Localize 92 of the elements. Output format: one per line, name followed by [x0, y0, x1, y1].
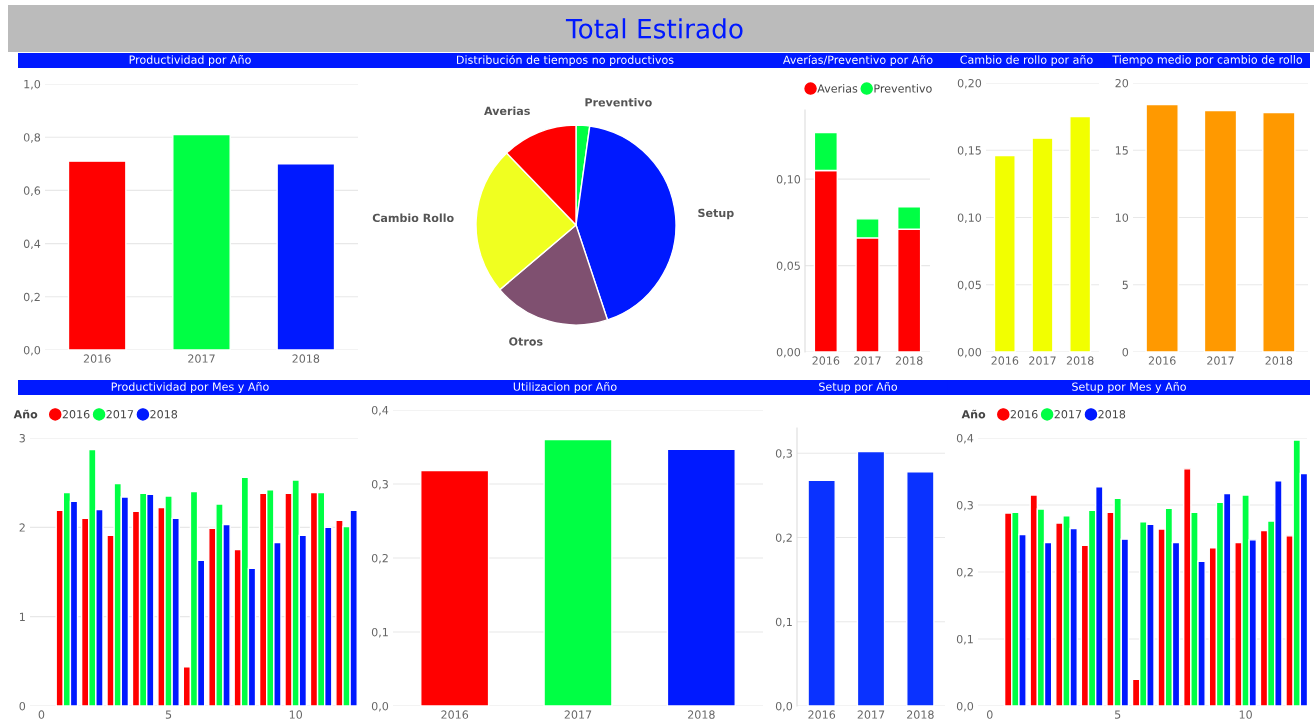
x-tick-label: 2016 — [991, 356, 1019, 365]
x-tick-label: 10 — [1239, 710, 1252, 719]
y-tick-label: 0,00 — [776, 347, 801, 358]
y-tick-label: 0,0 — [956, 701, 974, 712]
y-tick-label: 0,8 — [23, 133, 41, 143]
x-tick-label: 2018 — [688, 710, 715, 719]
chart-title: Utilizacion por Año — [513, 382, 617, 393]
chart-title: Tiempo medio por cambio de rollo — [1112, 55, 1303, 66]
y-tick-label: 0,2 — [371, 553, 388, 564]
y-tick-label: 1 — [19, 612, 25, 621]
y-tick-label: 0,1 — [956, 634, 973, 645]
x-tick-label: 2016 — [83, 354, 111, 363]
legend-label: 2016 — [1010, 410, 1038, 419]
x-tick-label: 2017 — [564, 710, 592, 719]
bar — [543, 438, 613, 706]
legend-label: Averias — [817, 84, 858, 93]
legend-label: 2017 — [106, 410, 134, 419]
y-tick-label: 0,4 — [956, 433, 974, 444]
x-tick-label: 5 — [165, 710, 172, 719]
x-tick-label: 10 — [289, 710, 303, 719]
y-tick-label: 0,1 — [371, 627, 388, 638]
y-tick-label: 0,0 — [23, 345, 41, 356]
bar — [420, 469, 490, 706]
y-tick-label: 0,20 — [957, 78, 982, 89]
y-tick-label: 0,05 — [776, 261, 800, 272]
y-tick-label: 0,2 — [956, 567, 973, 578]
text: Total Estirado — [565, 18, 743, 39]
y-tick-label: 1,0 — [24, 79, 41, 90]
slice-label: Setup — [698, 208, 734, 220]
x-tick-label: 2017 — [1207, 356, 1234, 365]
x-tick-label: 2016 — [441, 710, 469, 719]
chart-title: Setup por Mes y Año — [1072, 382, 1186, 393]
y-tick-label: 5 — [1122, 280, 1128, 290]
chart-title: Distribución de tiempos no productivos — [457, 54, 674, 67]
y-tick-label: 0,10 — [776, 175, 801, 185]
slice-label: Preventivo — [585, 97, 652, 107]
y-tick-label: 0,0 — [371, 701, 389, 712]
y-tick-label: 0,3 — [956, 500, 973, 511]
legend-title: Año — [13, 409, 38, 419]
x-tick-label: 2018 — [292, 354, 320, 363]
y-tick-label: 15 — [1115, 146, 1128, 155]
x-tick-label: 2017 — [854, 356, 881, 365]
y-tick-label: 0,15 — [957, 146, 981, 156]
bar — [993, 154, 1016, 352]
x-tick-label: 2017 — [1029, 356, 1056, 365]
bar — [1069, 115, 1092, 352]
y-tick-label: 0,1 — [775, 617, 792, 628]
chart-title: Setup por Año — [819, 382, 898, 393]
legend-label: 2018 — [150, 410, 178, 419]
y-tick-label: 0,3 — [775, 449, 792, 459]
x-tick-label: 2016 — [812, 356, 840, 365]
x-tick-label: 2018 — [907, 710, 934, 719]
y-tick-label: 0,6 — [23, 186, 41, 196]
slice-label: Otros — [509, 337, 543, 346]
y-tick-label: 2 — [19, 523, 25, 532]
legend-label: 2017 — [1054, 410, 1082, 419]
y-tick-label: 3 — [19, 433, 25, 443]
chart-title: Averías/Preventivo por Año — [782, 54, 933, 67]
bar — [666, 448, 736, 706]
y-tick-label: 0,4 — [371, 405, 389, 416]
y-tick-label: 0,2 — [775, 533, 792, 544]
x-tick-label: 2016 — [1148, 356, 1176, 365]
chart-title: Productividad por Mes y Año — [111, 382, 269, 393]
y-tick-label: 0,3 — [371, 479, 388, 490]
y-tick-label: 0,10 — [957, 213, 982, 224]
y-tick-label: 0 — [19, 701, 26, 711]
y-tick-label: 20 — [1115, 78, 1129, 88]
x-tick-label: 0 — [986, 710, 993, 719]
legend-title: Año — [961, 409, 986, 419]
x-tick-label: 2018 — [1066, 356, 1094, 365]
y-tick-label: 0,2 — [23, 292, 40, 303]
x-tick-label: 2017 — [857, 710, 885, 719]
slice-label: Cambio Rollo — [372, 213, 454, 223]
x-tick-label: 2017 — [188, 354, 215, 363]
y-tick-label: 0,4 — [23, 239, 41, 250]
legend-label: Preventivo — [874, 84, 932, 93]
legend-label: 2016 — [62, 410, 90, 419]
chart-title: Cambio de rollo por año — [960, 55, 1093, 66]
chart-title: Productividad por Año — [129, 55, 251, 66]
bar — [1031, 137, 1054, 352]
x-tick-label: 2018 — [895, 356, 923, 365]
y-tick-label: 10 — [1115, 213, 1129, 222]
bar — [1203, 109, 1238, 352]
legend-label: 2018 — [1098, 410, 1126, 419]
y-tick-label: 0,0 — [775, 701, 793, 712]
x-tick-label: 2016 — [808, 710, 836, 719]
y-tick-label: 0,05 — [957, 280, 981, 291]
slice-label: Averias — [484, 106, 530, 116]
bar — [1262, 111, 1296, 352]
bar — [1145, 103, 1179, 352]
x-tick-label: 2018 — [1265, 356, 1293, 365]
y-tick-label: 0,00 — [957, 347, 982, 358]
